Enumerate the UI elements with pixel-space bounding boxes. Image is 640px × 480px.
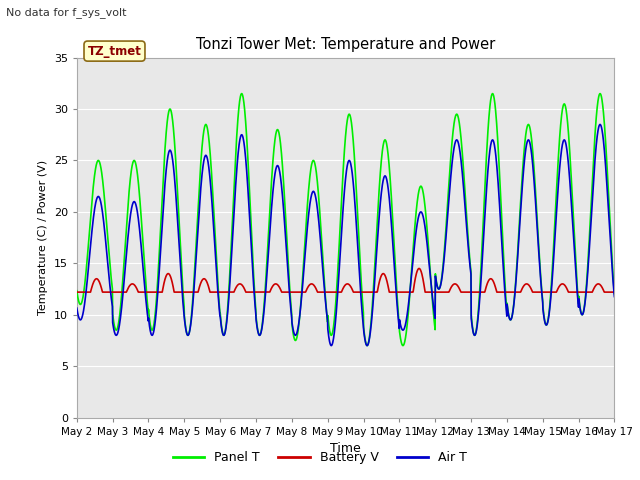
Legend: Panel T, Battery V, Air T: Panel T, Battery V, Air T xyxy=(168,446,472,469)
Title: Tonzi Tower Met: Temperature and Power: Tonzi Tower Met: Temperature and Power xyxy=(196,37,495,52)
X-axis label: Time: Time xyxy=(330,442,361,455)
Y-axis label: Temperature (C) / Power (V): Temperature (C) / Power (V) xyxy=(38,160,48,315)
Text: TZ_tmet: TZ_tmet xyxy=(88,45,141,58)
Text: No data for f_sys_volt: No data for f_sys_volt xyxy=(6,7,127,18)
